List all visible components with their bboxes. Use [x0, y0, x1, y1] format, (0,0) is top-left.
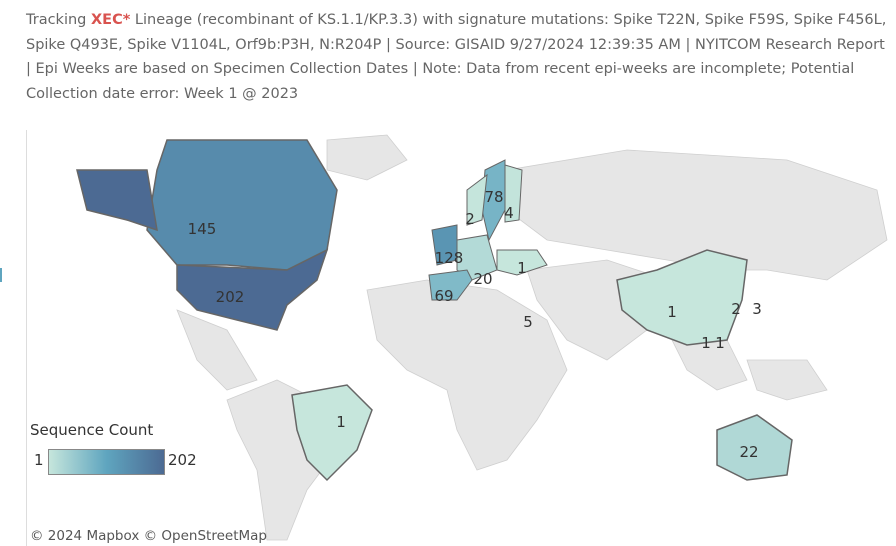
- country-label: 20: [473, 270, 493, 288]
- country-label: 1: [336, 413, 346, 431]
- legend-color-ramp: [48, 449, 165, 475]
- land-background: [176, 134, 888, 541]
- scroll-marker: [0, 268, 2, 282]
- country-label: 145: [187, 220, 217, 238]
- country-label: 78: [484, 188, 504, 206]
- country-label: 128: [434, 249, 464, 267]
- country-label: 2: [465, 210, 475, 228]
- country-shape-alaska: [76, 169, 158, 232]
- country-label: 4: [504, 204, 514, 222]
- title-text: Lineage (recombinant of KS.1.1/KP.3.3) w…: [26, 12, 887, 102]
- country-label: 1: [715, 334, 725, 352]
- country-label: 5: [523, 313, 533, 331]
- map-attribution[interactable]: © 2024 Mapbox © OpenStreetMap: [30, 528, 267, 544]
- lineage-name: XEC*: [90, 12, 131, 28]
- country-shape: [176, 248, 329, 331]
- page-title: Tracking XEC* Lineage (recombinant of KS…: [26, 8, 892, 106]
- country-shape: [146, 139, 338, 271]
- country-label: 22: [739, 443, 759, 461]
- country-shape: [496, 249, 548, 276]
- world-map[interactable]: 145 202 1 22 78 2 4 128 20 1 69 5 1 2 3 …: [26, 130, 896, 546]
- choropleth-layer: [76, 139, 793, 482]
- country-shape: [716, 414, 793, 481]
- country-label: 1: [701, 334, 711, 352]
- country-shape: [291, 384, 373, 482]
- legend-min: 1: [34, 451, 44, 469]
- country-label: 1: [667, 303, 677, 321]
- country-label: 69: [434, 287, 454, 305]
- country-shape: [616, 249, 748, 346]
- map-svg: [176, 134, 888, 541]
- legend-title: Sequence Count: [30, 421, 154, 439]
- title-prefix: Tracking: [26, 12, 91, 28]
- country-shape: [466, 173, 488, 226]
- country-label: 3: [752, 300, 762, 318]
- country-label: 2: [731, 300, 741, 318]
- country-shape: [456, 234, 498, 281]
- country-shape: [428, 269, 473, 301]
- country-label: 1: [517, 259, 527, 277]
- legend-max: 202: [168, 451, 197, 469]
- country-label: 202: [215, 288, 245, 306]
- country-shape: [504, 164, 523, 223]
